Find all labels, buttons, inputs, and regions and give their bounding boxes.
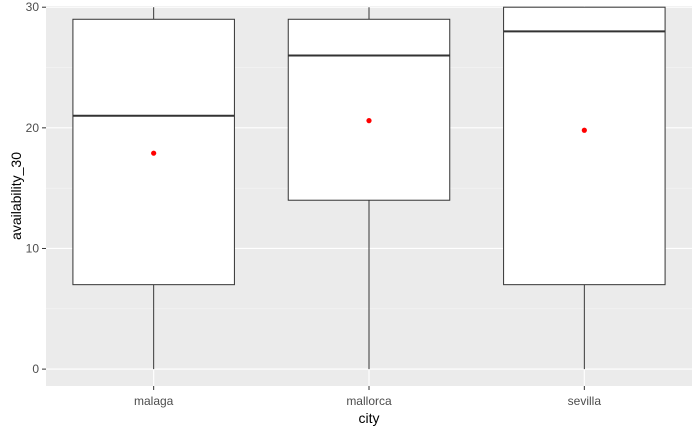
box-body [287, 18, 451, 201]
box-sevilla [503, 6, 666, 370]
y-tick-label: 0 [32, 362, 39, 376]
y-axis-title: availability_30 [8, 152, 24, 240]
x-tick-label: mallorca [346, 394, 392, 408]
box-malaga [72, 7, 235, 370]
box-body [503, 6, 666, 286]
y-axis-ticks: 0 10 20 30 [26, 0, 46, 376]
y-tick-label: 10 [26, 241, 40, 255]
mean-point [151, 150, 157, 156]
box-mallorca [287, 7, 451, 370]
x-tick-label: sevilla [568, 394, 602, 408]
mean-point [366, 118, 372, 124]
mean-point [581, 127, 587, 133]
y-tick-label: 30 [26, 0, 40, 14]
x-axis-ticks: malaga mallorca sevilla [134, 386, 601, 408]
boxes [72, 6, 666, 370]
y-tick-label: 20 [26, 121, 40, 135]
x-tick-label: malaga [134, 394, 174, 408]
x-axis-title: city [359, 410, 380, 426]
